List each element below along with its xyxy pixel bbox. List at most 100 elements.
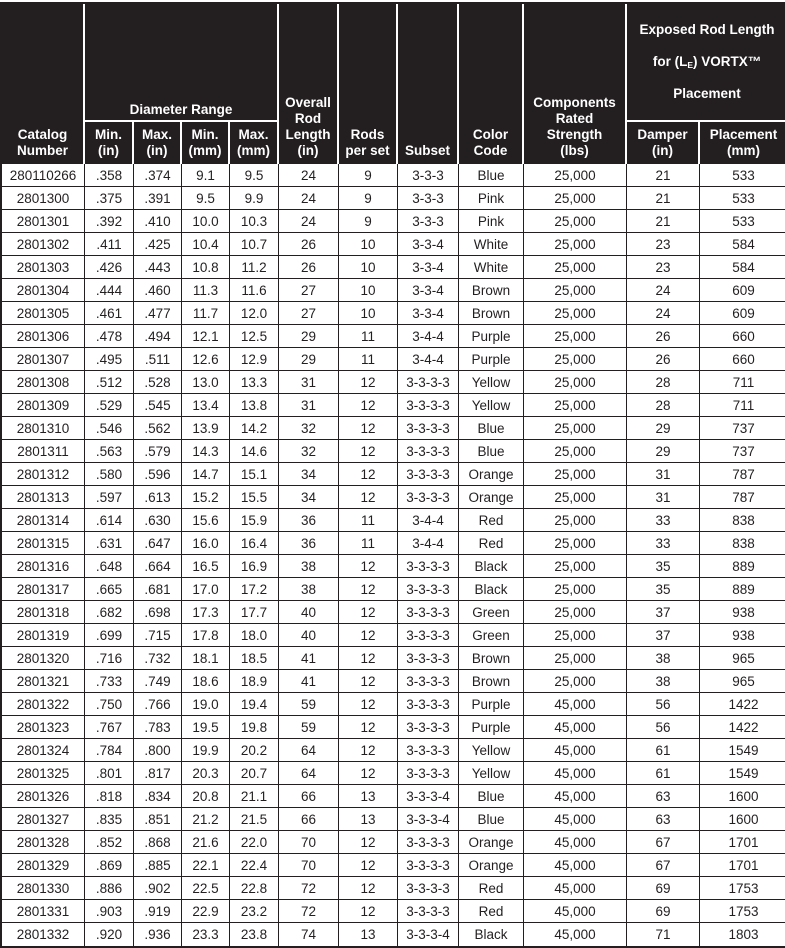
cell-diameter-min-mm: 18.1 [182,647,230,671]
table-row: 2801318.682.698 17.3 17.7 40 12 3-3-3-3 Green 2… [2,601,785,625]
cell-subset: 3-3-3 [398,210,460,234]
cell-damper-in: 61 [627,762,701,786]
cell-damper-in: 31 [627,486,701,510]
cell-subset: 3-3-4 [398,302,460,326]
cell-rods-per-set: 12 [339,693,399,717]
cell-subset: 3-3-3-3 [398,670,460,694]
cell-placement-mm: 1600 [700,785,785,809]
cell-rods-per-set: 12 [339,601,399,625]
table-row: 2801320.716.732 18.1 18.5 41 12 3-3-3-3 Brown 2… [2,647,785,671]
cell-damper-in: 28 [627,394,701,418]
cell-diameter-min-mm: 22.9 [182,900,230,924]
cell-rods-per-set: 11 [339,509,399,533]
cell-catalog-number: 2801322 [2,693,85,717]
cell-overall-rod-length-in: 29 [279,348,340,372]
cell-damper-in: 38 [627,647,701,671]
cell-rods-per-set: 12 [339,716,399,740]
cell-rods-per-set: 12 [339,831,399,855]
cell-diameter-max-mm: 13.8 [230,394,280,418]
cell-diameter-max-mm: 17.2 [230,578,280,602]
cell-diameter-min-in: .580 [85,463,134,487]
cell-diameter-min-in: .597 [85,486,134,510]
cell-catalog-number: 2801321 [2,670,85,694]
cell-overall-rod-length-in: 29 [279,325,340,349]
cell-diameter-min-in: .546 [85,417,134,441]
cell-diameter-max-mm: 16.9 [230,555,280,579]
cell-rods-per-set: 12 [339,394,399,418]
cell-catalog-number: 2801305 [2,302,85,326]
cell-diameter-min-in: .767 [85,716,134,740]
cell-diameter-max-in: .664 [134,555,182,579]
cell-overall-rod-length-in: 59 [279,716,340,740]
cell-damper-in: 67 [627,854,701,878]
cell-diameter-max-mm: 18.5 [230,647,280,671]
col-header-damper-in: Damper (in) [627,122,701,165]
cell-diameter-min-mm: 15.2 [182,486,230,510]
cell-catalog-number: 2801331 [2,900,85,924]
cell-rods-per-set: 12 [339,417,399,441]
cell-diameter-max-mm: 21.1 [230,785,280,809]
cell-diameter-max-mm: 13.3 [230,371,280,395]
col-group-exposed-rod-length: Exposed Rod Length for (LE) VORTX™ Place… [627,4,785,123]
cell-diameter-max-mm: 19.4 [230,693,280,717]
cell-rods-per-set: 13 [339,808,399,832]
cell-diameter-min-mm: 17.3 [182,601,230,625]
cell-diameter-min-mm: 12.6 [182,348,230,372]
table-row: 2801325.801.817 20.3 20.7 64 12 3-3-3-3 Yellow… [2,762,785,786]
cell-diameter-max-mm: 23.8 [230,923,280,947]
cell-subset: 3-4-4 [398,348,460,372]
cell-diameter-max-in: .783 [134,716,182,740]
cell-subset: 3-3-3-4 [398,923,460,947]
cell-overall-rod-length-in: 31 [279,394,340,418]
cell-catalog-number: 2801309 [2,394,85,418]
cell-diameter-max-mm: 18.9 [230,670,280,694]
cell-diameter-min-in: .733 [85,670,134,694]
cell-color-code: Green [459,624,525,648]
cell-rods-per-set: 10 [339,279,399,303]
cell-placement-mm: 737 [700,417,785,441]
cell-diameter-min-mm: 19.0 [182,693,230,717]
cell-diameter-max-mm: 16.4 [230,532,280,556]
cell-diameter-min-in: .411 [85,233,134,257]
cell-color-code: Orange [459,854,525,878]
cell-color-code: Purple [459,325,525,349]
cell-diameter-min-mm: 22.1 [182,854,230,878]
cell-diameter-max-in: .477 [134,302,182,326]
cell-damper-in: 37 [627,624,701,648]
cell-rods-per-set: 12 [339,486,399,510]
cell-catalog-number: 2801323 [2,716,85,740]
cell-placement-mm: 1701 [700,831,785,855]
cell-components-rated-strength-lbs: 25,000 [524,233,628,257]
table-row: 2801317.665.681 17.0 17.2 38 12 3-3-3-3 Black 2… [2,578,785,602]
cell-damper-in: 69 [627,900,701,924]
cell-placement-mm: 533 [700,164,785,188]
cell-damper-in: 29 [627,417,701,441]
cell-diameter-min-mm: 21.2 [182,808,230,832]
cell-diameter-min-in: .920 [85,923,134,947]
cell-placement-mm: 660 [700,348,785,372]
cell-rods-per-set: 11 [339,325,399,349]
cell-components-rated-strength-lbs: 45,000 [524,923,628,947]
cell-subset: 3-3-3-3 [398,486,460,510]
cell-subset: 3-3-3-3 [398,601,460,625]
cell-diameter-max-mm: 23.2 [230,900,280,924]
cell-damper-in: 24 [627,279,701,303]
cell-damper-in: 24 [627,302,701,326]
cell-overall-rod-length-in: 34 [279,463,340,487]
cell-subset: 3-3-3-3 [398,440,460,464]
cell-subset: 3-3-3-3 [398,854,460,878]
table-row: 2801331.903.919 22.9 23.2 72 12 3-3-3-3 Red 45,… [2,900,785,924]
cell-components-rated-strength-lbs: 25,000 [524,601,628,625]
table-row: 2801319.699.715 17.8 18.0 40 12 3-3-3-3 Green 2… [2,624,785,648]
cell-diameter-min-mm: 20.3 [182,762,230,786]
cell-damper-in: 21 [627,210,701,234]
cell-diameter-min-mm: 19.5 [182,716,230,740]
cell-catalog-number: 2801324 [2,739,85,763]
cell-overall-rod-length-in: 34 [279,486,340,510]
cell-catalog-number: 2801314 [2,509,85,533]
cell-diameter-max-mm: 22.8 [230,877,280,901]
cell-diameter-min-in: .869 [85,854,134,878]
table-row: 2801304.444.460 11.3 11.6 27 10 3-3-4 Brown 25,… [2,279,785,303]
cell-overall-rod-length-in: 72 [279,900,340,924]
cell-placement-mm: 1549 [700,739,785,763]
